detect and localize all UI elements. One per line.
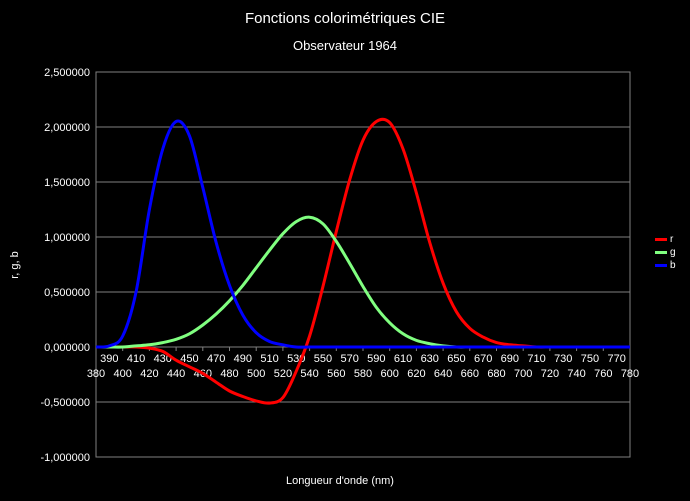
- legend-label-b: b: [670, 259, 676, 271]
- x-tick-label: 710: [527, 353, 545, 365]
- x-tick-label: 420: [140, 368, 158, 380]
- x-tick-label: 600: [381, 368, 399, 380]
- y-tick-label: 1,000000: [44, 232, 90, 244]
- chart-title: Fonctions colorimétriques CIE: [244, 10, 446, 27]
- x-tick-label: 430: [154, 353, 172, 365]
- x-tick-label: 510: [260, 353, 278, 365]
- x-tick-label: 380: [87, 368, 105, 380]
- legend-swatch-r: [655, 237, 667, 241]
- y-tick-label: 1,500000: [44, 177, 90, 189]
- x-tick-label: 760: [594, 368, 612, 380]
- legend-item-g: g: [655, 246, 676, 258]
- x-tick-label: 490: [234, 353, 252, 365]
- y-tick-labels: 2,500000 2,000000 1,500000 1,000000 0,500000…: [40, 67, 90, 464]
- plot-area: [95, 71, 631, 458]
- legend-swatch-g: [655, 250, 667, 254]
- x-tick-label: 590: [367, 353, 385, 365]
- x-tick-label: 480: [220, 368, 238, 380]
- x-tick-label: 670: [474, 353, 492, 365]
- x-tick-label: 730: [554, 353, 572, 365]
- x-tick-label: 650: [447, 353, 465, 365]
- x-tick-label: 470: [207, 353, 225, 365]
- series-line-b: [95, 119, 630, 349]
- y-tick-label: -1,000000: [40, 452, 90, 464]
- x-tick-label: 740: [567, 368, 585, 380]
- x-tick-label: 700: [514, 368, 532, 380]
- x-tick-label: 410: [127, 353, 145, 365]
- x-tick-label: 620: [407, 368, 425, 380]
- chart-subtitle: Observateur 1964: [292, 38, 398, 53]
- x-tick-label: 770: [607, 353, 625, 365]
- y-axis-label: r, g, b: [9, 251, 21, 279]
- x-tick-label: 640: [434, 368, 452, 380]
- x-tick-label: 520: [274, 368, 292, 380]
- y-tick-label: 2,000000: [44, 122, 90, 134]
- x-tick-label: 580: [354, 368, 372, 380]
- legend-swatch-b: [655, 263, 667, 267]
- x-tick-label: 690: [501, 353, 519, 365]
- x-tick-label: 610: [394, 353, 412, 365]
- x-tick-label: 400: [114, 368, 132, 380]
- y-tick-label: 0,000000: [44, 342, 90, 354]
- legend-label-r: r: [670, 233, 674, 245]
- legend-label-g: g: [670, 246, 676, 258]
- x-tick-label: 550: [314, 353, 332, 365]
- x-tick-label: 440: [167, 368, 185, 380]
- x-tick-label: 780: [621, 368, 639, 380]
- legend-item-r: r: [655, 233, 676, 245]
- x-tick-label: 390: [100, 353, 118, 365]
- x-tick-label: 720: [541, 368, 559, 380]
- x-tick-label: 450: [180, 353, 198, 365]
- y-tick-label: 2,500000: [44, 67, 90, 79]
- y-tick-label: -0,500000: [40, 397, 90, 409]
- legend: r g b: [655, 233, 676, 272]
- y-tick-label: 0,500000: [44, 287, 90, 299]
- x-tick-label: 750: [581, 353, 599, 365]
- legend-item-b: b: [655, 259, 676, 271]
- x-tick-label: 660: [461, 368, 479, 380]
- series-group: [95, 117, 630, 405]
- x-tick-label: 630: [421, 353, 439, 365]
- x-tick-label: 570: [340, 353, 358, 365]
- x-tick-labels: 390 410 430 450 470 490 510 530 550 570 590 610 630 6…: [87, 347, 639, 380]
- x-axis-label: Longueur d'onde (nm): [286, 475, 394, 487]
- x-tick-label: 560: [327, 368, 345, 380]
- x-tick-label: 540: [300, 368, 318, 380]
- x-tick-label: 500: [247, 368, 265, 380]
- x-tick-label: 680: [487, 368, 505, 380]
